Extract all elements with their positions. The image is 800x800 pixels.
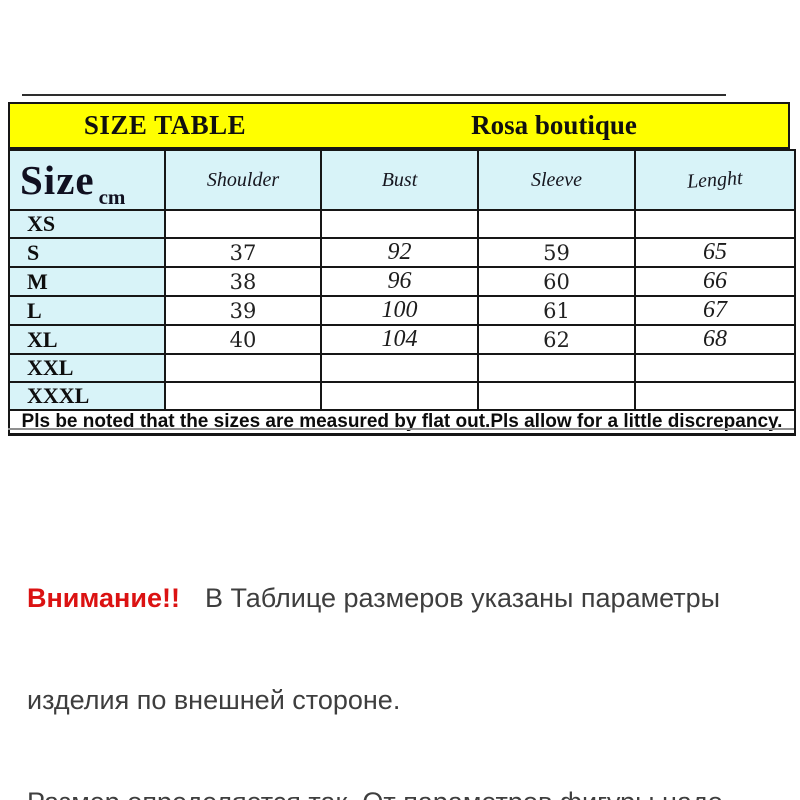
shoulder-value: 40 <box>164 324 322 355</box>
table-top-rule <box>22 94 726 96</box>
column-header-bust: Bust <box>320 149 479 211</box>
note-row: Pls be noted that the sizes are measured… <box>8 409 796 436</box>
boutique-name: Rosa boutique <box>471 110 637 140</box>
lenght-value: 65 <box>634 237 796 268</box>
bust-value: 100 <box>320 295 479 326</box>
sleeve-value: 60 <box>477 266 636 297</box>
warning-text-block: Внимание!! В Таблице размеров указаны пар… <box>27 513 789 800</box>
warning-line-1: Внимание!! В Таблице размеров указаны пар… <box>27 581 789 615</box>
size-label: XL <box>8 324 166 355</box>
size-label: XXL <box>8 353 166 383</box>
column-header-sleeve: Sleeve <box>477 149 636 211</box>
table-row-xl: XL 40 104 62 68 <box>8 324 796 355</box>
shoulder-value: 39 <box>164 295 322 326</box>
bust-value <box>320 381 479 411</box>
shoulder-value: 38 <box>164 266 322 297</box>
bust-value: 104 <box>320 324 479 355</box>
size-label: L <box>8 295 166 326</box>
sleeve-value <box>477 209 636 239</box>
size-table-title: SIZE TABLE <box>83 110 247 140</box>
size-table: Size cm Shoulder Bust Sleeve Lenght XS S … <box>8 149 796 436</box>
size-label: S <box>8 237 166 268</box>
table-row-xxxl: XXXL <box>8 381 796 411</box>
bust-value <box>320 209 479 239</box>
warning-line-2: изделия по внешней стороне. <box>27 685 401 715</box>
lenght-value: 67 <box>634 295 796 326</box>
size-label: XXXL <box>8 381 166 411</box>
bust-value <box>320 353 479 383</box>
size-unit-label: cm <box>98 185 126 209</box>
warning-line-3: Размер определяется так, От параметров ф… <box>27 785 789 800</box>
table-row-m: M 38 96 60 66 <box>8 266 796 297</box>
column-header-lenght: Lenght <box>634 149 796 211</box>
lenght-value: 68 <box>634 324 796 355</box>
size-header-label: Size <box>20 157 95 203</box>
shoulder-value <box>164 209 322 239</box>
lenght-value: 66 <box>634 266 796 297</box>
size-label: XS <box>8 209 166 239</box>
sleeve-value <box>477 353 636 383</box>
column-header-shoulder: Shoulder <box>164 149 322 211</box>
warning-label: Внимание!! <box>27 583 180 613</box>
table-row-l: L 39 100 61 67 <box>8 295 796 326</box>
sleeve-value: 59 <box>477 237 636 268</box>
table-bottom-shadow <box>8 428 794 430</box>
measurement-note: Pls be noted that the sizes are measured… <box>8 409 796 436</box>
shoulder-value <box>164 381 322 411</box>
shoulder-value: 37 <box>164 237 322 268</box>
lenght-value <box>634 353 796 383</box>
bust-value: 96 <box>320 266 479 297</box>
header-row: Size cm Shoulder Bust Sleeve Lenght <box>8 149 796 211</box>
table-row-s: S 37 92 59 65 <box>8 237 796 268</box>
lenght-value <box>634 381 796 411</box>
sleeve-value: 61 <box>477 295 636 326</box>
sleeve-value <box>477 381 636 411</box>
lenght-value <box>634 209 796 239</box>
bust-value: 92 <box>320 237 479 268</box>
table-row-xxl: XXL <box>8 353 796 383</box>
shoulder-value <box>164 353 322 383</box>
table-row-xs: XS <box>8 209 796 239</box>
size-header-cell: Size cm <box>8 149 166 211</box>
warning-line-1-text: В Таблице размеров указаны параметры <box>204 583 721 613</box>
size-label: M <box>8 266 166 297</box>
size-table-title-band: SIZE TABLE Rosa boutique <box>8 102 790 149</box>
sleeve-value: 62 <box>477 324 636 355</box>
